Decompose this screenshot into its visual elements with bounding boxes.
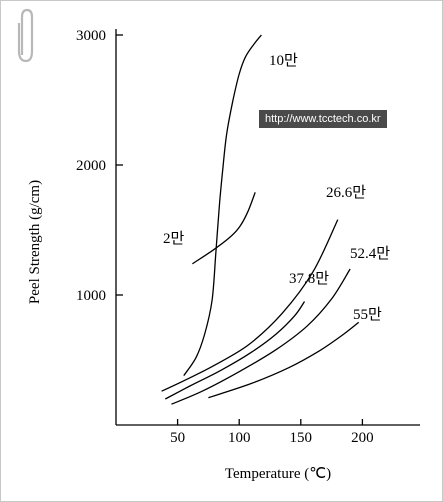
y-tick-label: 1000	[76, 288, 106, 304]
series-label: 52.4만	[350, 245, 390, 262]
x-tick-label: 50	[170, 430, 185, 446]
series-label: 37.8만	[289, 270, 329, 287]
series-line-1	[192, 192, 256, 265]
x-axis-title: Temperature (℃)	[225, 466, 331, 482]
series-line-5	[208, 321, 360, 399]
series-line-2	[161, 219, 339, 392]
series-label: 55만	[353, 306, 382, 323]
y-tick-label: 3000	[76, 28, 106, 44]
chart-axes	[115, 29, 420, 426]
series-label: 2만	[163, 230, 185, 247]
series-line-0	[183, 34, 262, 376]
x-tick-label: 100	[228, 430, 251, 446]
series-label: 26.6만	[326, 184, 366, 201]
series-label: 10만	[269, 52, 298, 69]
series-lines	[161, 34, 360, 405]
watermark-url: http://www.tcctech.co.kr	[259, 110, 387, 128]
x-ticks: 50 100 150 200	[170, 419, 374, 446]
paper-clip-icon	[17, 8, 34, 63]
y-tick-label: 2000	[76, 158, 106, 174]
series-labels: 10만 2만 26.6만 37.8만 52.4만 55만	[163, 52, 390, 323]
x-tick-label: 150	[290, 430, 313, 446]
series-line-4	[171, 268, 351, 405]
y-ticks: 1000 2000 3000	[76, 28, 123, 304]
series-line-3	[164, 301, 306, 400]
x-tick-label: 200	[351, 430, 374, 446]
y-axis-title: Peel Strength (g/cm)	[27, 180, 43, 304]
